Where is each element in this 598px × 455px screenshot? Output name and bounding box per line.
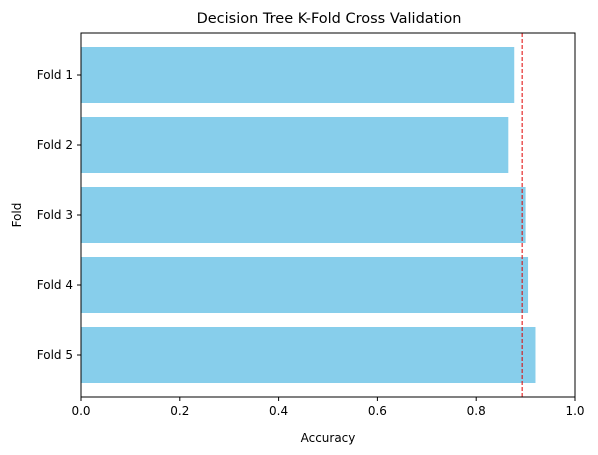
x-tick-label: 0.0 bbox=[71, 404, 90, 418]
x-axis: 0.0 0.2 0.4 0.6 0.8 1.0 bbox=[71, 397, 585, 418]
y-tick-label: Fold 3 bbox=[37, 208, 73, 222]
bar-group bbox=[81, 47, 536, 383]
bar-fold-3 bbox=[81, 187, 526, 243]
y-tick-label: Fold 4 bbox=[37, 278, 73, 292]
x-tick-label: 0.6 bbox=[368, 404, 387, 418]
bar-fold-1 bbox=[81, 47, 515, 103]
y-axis: Fold 1 Fold 2 Fold 3 Fold 4 Fold 5 bbox=[37, 68, 81, 362]
chart-title: Decision Tree K-Fold Cross Validation bbox=[197, 11, 462, 27]
bar-fold-2 bbox=[81, 117, 509, 173]
bar-fold-4 bbox=[81, 257, 529, 313]
y-axis-label: Fold bbox=[10, 203, 24, 228]
x-tick-label: 0.2 bbox=[170, 404, 189, 418]
x-tick-label: 1.0 bbox=[565, 404, 584, 418]
y-tick-label: Fold 2 bbox=[37, 138, 73, 152]
x-tick-label: 0.8 bbox=[467, 404, 486, 418]
y-tick-label: Fold 5 bbox=[37, 348, 73, 362]
y-tick-label: Fold 1 bbox=[37, 68, 73, 82]
x-tick-label: 0.4 bbox=[269, 404, 288, 418]
x-axis-label: Accuracy bbox=[301, 431, 356, 445]
bar-fold-5 bbox=[81, 327, 536, 383]
